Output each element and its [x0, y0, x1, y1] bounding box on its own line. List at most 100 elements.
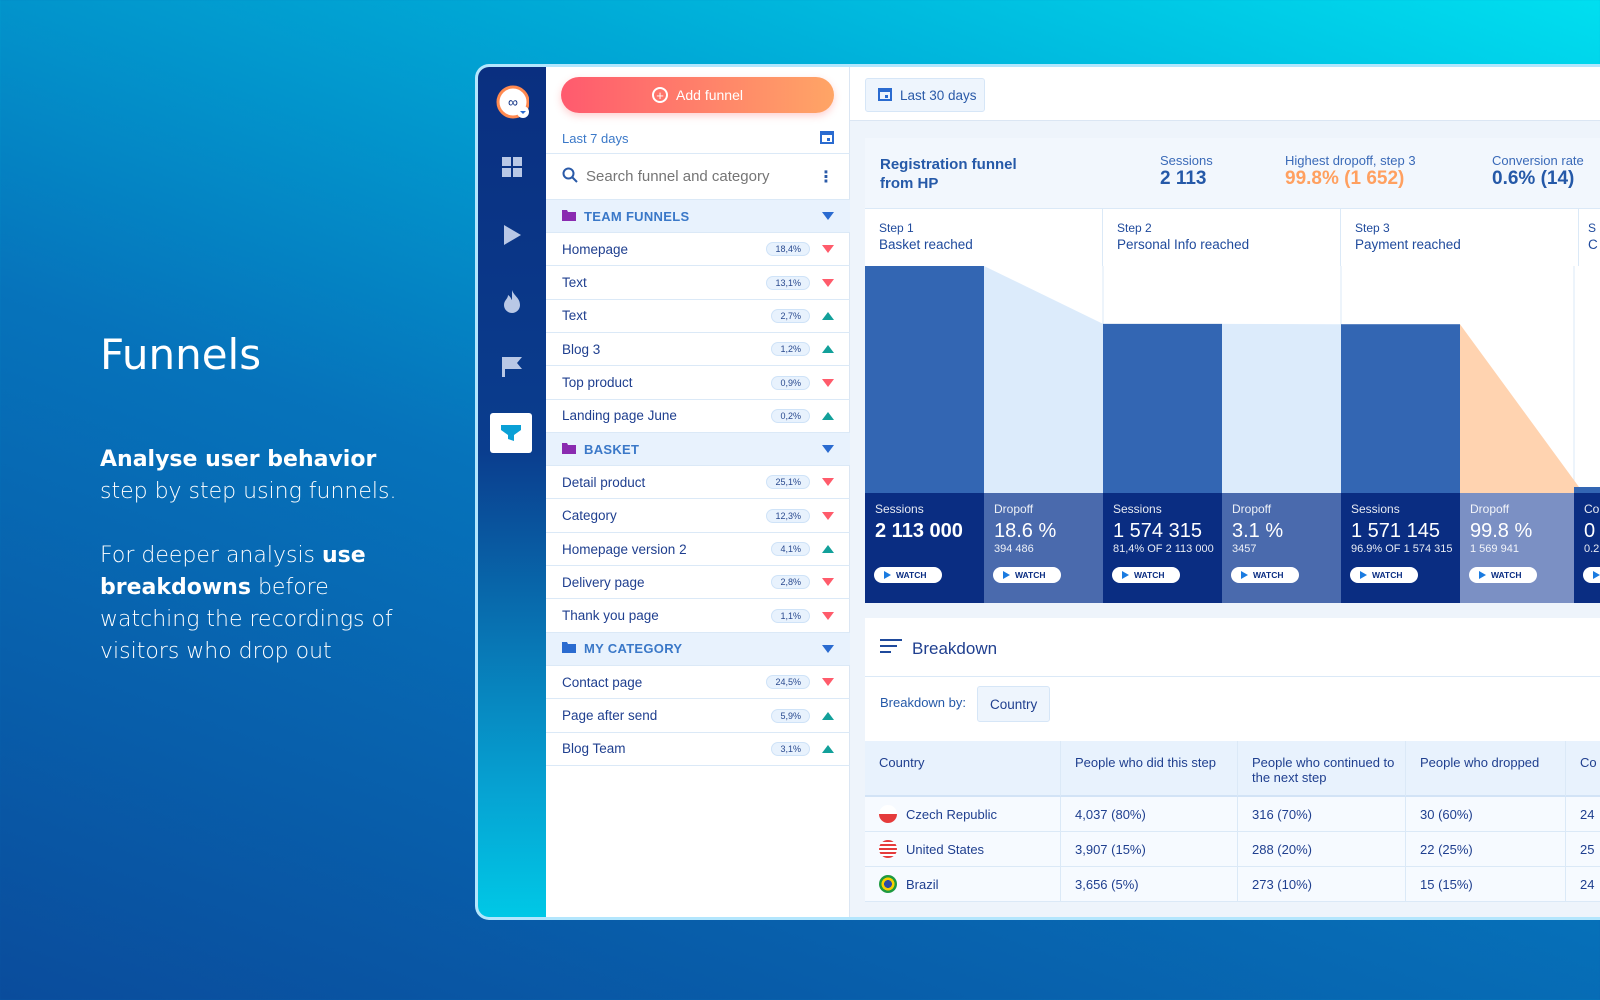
category-header[interactable]: BASKET [546, 433, 850, 467]
watch-label: WATCH [1134, 570, 1165, 580]
table-cell: 3,907 (15%) [1061, 832, 1238, 867]
search-input[interactable] [586, 168, 806, 185]
add-funnel-button[interactable]: + Add funnel [561, 77, 834, 113]
folder-icon [562, 209, 576, 224]
funnel-list-item[interactable]: Delivery page 2,8% [546, 566, 850, 600]
watch-button[interactable]: WATCH [1583, 567, 1600, 583]
funnel-list-item[interactable]: Page after send 5,9% [546, 700, 850, 733]
breakdown-title-text: Breakdown [912, 638, 998, 658]
date-range-button[interactable]: Last 30 days [865, 78, 985, 112]
funnel-header: Registration funnel from HP Sessions 2 113… [865, 138, 1600, 209]
category-header[interactable]: TEAM FUNNELS [546, 200, 850, 233]
column-header[interactable]: People who did this step [1061, 741, 1238, 797]
watch-label: WATCH [1253, 570, 1284, 580]
column-header[interactable]: Country [865, 741, 1061, 797]
step-bar [865, 266, 984, 493]
date-range-selector[interactable]: Last 7 days [546, 123, 850, 154]
trend-up-icon [822, 345, 834, 354]
column-header[interactable]: Co on [1566, 741, 1600, 797]
column-header[interactable]: People who continued to the next step [1238, 741, 1406, 797]
category-header[interactable]: MY CATEGORY [546, 632, 850, 666]
chevron-down-icon[interactable] [822, 644, 834, 653]
funnel-list-item[interactable]: Text 13,1% [546, 267, 850, 300]
funnel-name: Landing page June [562, 408, 677, 424]
funnel-list-item[interactable]: Thank you page 1,1% [546, 600, 850, 633]
column-header[interactable]: People who dropped [1406, 741, 1566, 797]
stat-value: 2 113 000 [875, 520, 963, 542]
chevron-down-icon[interactable] [822, 212, 834, 220]
funnel-list-item[interactable]: Blog 3 1,2% [546, 333, 850, 367]
cell-text: 24 [1580, 806, 1595, 822]
dashboard-icon[interactable] [495, 150, 529, 184]
funnel-name: Text [562, 308, 587, 324]
hero-text: For deeper analysis [100, 543, 323, 568]
breakdown-by-select[interactable]: Country [977, 686, 1051, 722]
funnel-list-item[interactable]: Contact page 24,5% [546, 666, 850, 700]
trend-down-icon [822, 511, 834, 520]
funnel-list-item[interactable]: Blog Team 3,1% [546, 733, 850, 766]
funnel-title-line1: Registration funnel [880, 156, 1017, 173]
flag-us-icon [879, 840, 897, 858]
logo-icon[interactable]: ∞ [495, 85, 529, 119]
watch-button[interactable]: WATCH [1469, 567, 1537, 583]
plus-circle-icon: + [652, 87, 669, 103]
breakdown-card: Breakdown Breakdown by: Country Country P… [865, 618, 1600, 902]
stat-sub: 96.9% OF 1 574 315 [1351, 543, 1453, 555]
funnel-icon[interactable] [490, 413, 532, 453]
watch-button[interactable]: WATCH [1350, 567, 1418, 583]
funnel-name: Text [562, 275, 587, 291]
cell-text: Brazil [906, 876, 939, 892]
sessions-stat: Co 00.2 WATCH [1574, 493, 1600, 603]
funnel-name: Blog 3 [562, 341, 601, 357]
table-cell: 15 (15%) [1406, 867, 1566, 902]
watch-button[interactable]: WATCH [874, 567, 942, 583]
cell-text: Czech Republic [906, 806, 998, 822]
funnel-name: Category [562, 508, 617, 524]
funnel-list-item[interactable]: Homepage version 2 4,1% [546, 533, 850, 566]
funnel-title: Registration funnel from HP [880, 155, 1017, 193]
more-options-icon[interactable]: ⋮ [818, 168, 834, 186]
funnel-name: Top product [562, 375, 633, 390]
recordings-icon[interactable] [495, 218, 529, 252]
step-name: C [1588, 237, 1598, 252]
conversion-badge: 0,9% [771, 375, 810, 390]
dropoff-value: 99.8% (1 652) [1285, 168, 1405, 189]
funnel-list-item[interactable]: Top product 0,9% [546, 367, 850, 400]
table-cell: 273 (10%) [1238, 867, 1406, 902]
funnel-list-item[interactable]: Homepage 18,4% [546, 233, 850, 267]
funnel-list-item[interactable]: Landing page June 0,2% [546, 400, 850, 433]
conversion-badge: 12,3% [766, 508, 810, 523]
category-name: MY CATEGORY [584, 641, 683, 657]
watch-button[interactable]: WATCH [1112, 567, 1180, 583]
play-icon [1593, 571, 1600, 579]
stat-value: 1 574 315 [1113, 520, 1202, 542]
funnel-list-item[interactable]: Category 12,3% [546, 500, 850, 533]
stat-sub: 81,4% OF 2 113 000 [1113, 543, 1214, 555]
date-range-label: Last 30 days [900, 87, 977, 103]
table-cell: 288 (20%) [1238, 832, 1406, 867]
table-cell: 24 [1566, 797, 1600, 832]
trend-up-icon [822, 545, 834, 553]
folder-icon [562, 641, 576, 656]
conversion-badge: 2,8% [771, 575, 810, 590]
funnel-list-item[interactable]: Detail product 25,1% [546, 466, 850, 500]
country-cell: Brazil [865, 867, 1061, 902]
funnel-list-item[interactable]: Text 2,7% [546, 300, 850, 333]
stat-value: 1 571 145 [1351, 520, 1440, 542]
search-row: ⋮ [546, 154, 850, 200]
funnel-name: Page after send [562, 708, 658, 723]
watch-button[interactable]: WATCH [1231, 567, 1299, 583]
funnel-title-line2: from HP [880, 175, 939, 192]
watch-button[interactable]: WATCH [993, 567, 1061, 583]
flag-icon[interactable] [495, 350, 529, 384]
dropoff-stat: Dropoff 3.1 % 3457 WATCH [1222, 493, 1341, 603]
stat-label: Dropoff [1470, 502, 1510, 516]
heatmaps-icon[interactable] [495, 285, 529, 319]
table-cell: 22 (25%) [1406, 832, 1566, 867]
sessions-stat: Sessions 1 571 145 96.9% OF 1 574 315 WATCH [1341, 493, 1460, 603]
watch-label: WATCH [1491, 570, 1522, 580]
hero-text: step by step using funnels. [100, 479, 397, 504]
top-bar: Last 30 days [850, 67, 1600, 121]
category-name: BASKET [584, 441, 640, 457]
chevron-down-icon[interactable] [822, 445, 834, 454]
